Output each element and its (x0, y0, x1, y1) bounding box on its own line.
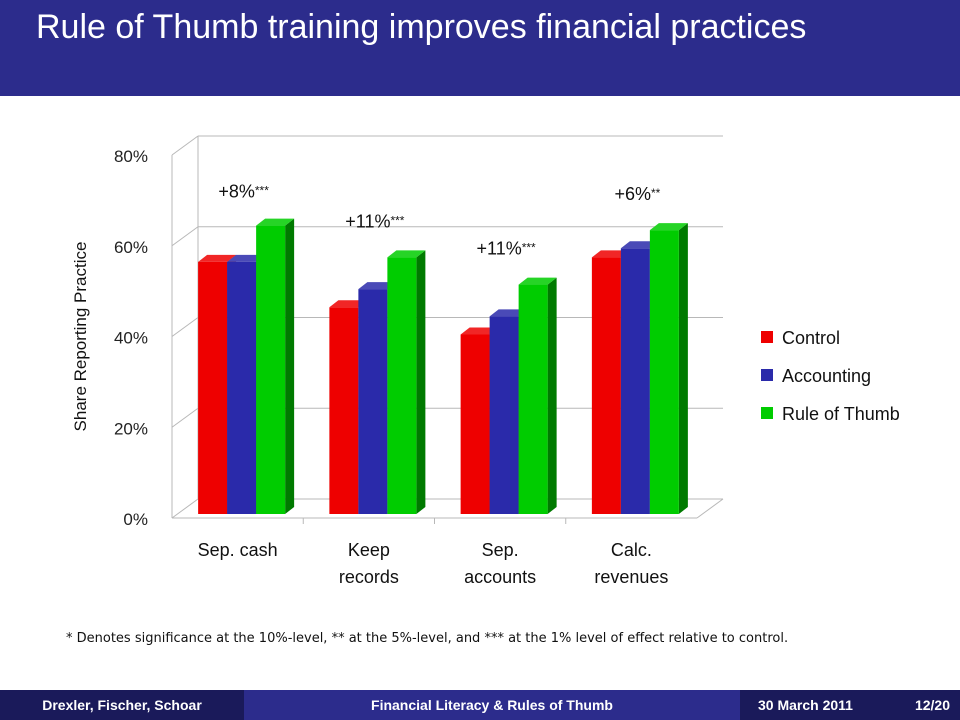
significance-label: +6%** (614, 184, 660, 204)
bar-top (329, 300, 368, 308)
footer-page-number: 12/20 (914, 697, 950, 713)
legend-label: Rule of Thumb (782, 404, 900, 424)
x-tick-label: Keep (348, 540, 390, 560)
bar-control (591, 257, 621, 514)
legend-swatch (761, 407, 773, 419)
bar-control (460, 334, 490, 514)
bar-top (358, 282, 397, 290)
bar-side (547, 277, 557, 514)
y-axis-label: Share Reporting Practice (71, 242, 90, 432)
bar-side (285, 218, 295, 514)
bar-accounting (620, 248, 650, 514)
bar-top (649, 223, 688, 231)
bar-rule-of-thumb (387, 257, 417, 514)
y-tick-label: 0% (123, 510, 148, 529)
bar-top (227, 254, 266, 262)
bar-top (460, 327, 499, 335)
footer-bar: Drexler, Fischer, Schoar Financial Liter… (0, 690, 960, 720)
x-tick-label: revenues (594, 567, 668, 587)
bar-top (518, 277, 557, 285)
y-tick-label: 80% (114, 147, 148, 166)
legend-label: Control (782, 328, 840, 348)
slide-title: Rule of Thumb training improves financia… (36, 8, 807, 46)
footer-date: 30 March 2011 (758, 697, 853, 713)
bar-accounting (489, 316, 519, 514)
x-tick-label: accounts (464, 567, 536, 587)
footer-talk-title: Financial Literacy & Rules of Thumb (244, 690, 740, 720)
x-tick-label: Sep. cash (198, 540, 278, 560)
legend-swatch (761, 331, 773, 343)
gridline-depth (171, 407, 199, 428)
significance-label: +8%*** (218, 182, 269, 202)
gridline-depth (171, 135, 199, 156)
bar-top (256, 218, 295, 226)
x-tick-label: Calc. (611, 540, 652, 560)
y-tick-label: 60% (114, 238, 148, 257)
bar-top (387, 250, 426, 258)
gridline-depth (171, 226, 199, 247)
title-bar: Rule of Thumb training improves financia… (0, 0, 960, 96)
significance-label: +11%*** (345, 211, 405, 231)
bar-chart: 0% 20% 40% 60% 80% Share Reporting Practice Se… (71, 135, 900, 587)
x-tick-label: Sep. (482, 540, 519, 560)
legend-label: Accounting (782, 366, 871, 386)
bar-rule-of-thumb (518, 284, 548, 514)
bar-side (416, 250, 426, 515)
legend-swatch (761, 369, 773, 381)
x-tick-label: records (339, 567, 399, 587)
y-tick-label: 40% (114, 329, 148, 348)
gridline-depth (171, 317, 199, 337)
significance-footnote: * Denotes significance at the 10%-level,… (66, 631, 789, 646)
significance-label: +11%*** (477, 239, 537, 259)
bar-rule-of-thumb (256, 225, 286, 514)
bar-accounting (227, 261, 257, 514)
bar-control (198, 261, 228, 514)
x-axis-depth (696, 498, 724, 519)
y-tick-label: 20% (114, 419, 148, 438)
bar-top (198, 254, 237, 262)
bar-top (620, 241, 659, 249)
bar-side (678, 223, 688, 514)
footer-date-page: 30 March 2011 12/20 (740, 690, 960, 720)
bar-top (489, 309, 528, 317)
footer-authors: Drexler, Fischer, Schoar (0, 690, 244, 720)
bar-rule-of-thumb (649, 230, 679, 514)
gridline-depth (171, 498, 199, 519)
bar-control (329, 307, 359, 514)
bar-top (591, 250, 630, 258)
bar-accounting (358, 289, 388, 514)
